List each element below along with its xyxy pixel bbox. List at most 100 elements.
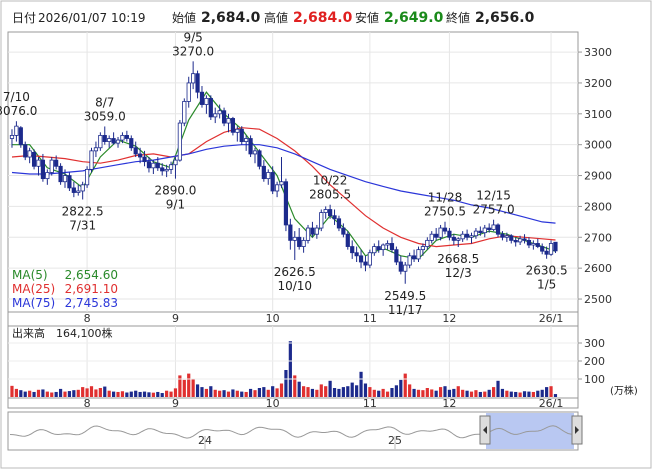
candle-body bbox=[398, 261, 403, 272]
candle bbox=[283, 178, 289, 232]
candle-body bbox=[18, 127, 23, 146]
candle bbox=[98, 132, 103, 151]
navigator-label: 25 bbox=[388, 434, 402, 447]
candle bbox=[155, 157, 160, 171]
candle-body bbox=[146, 161, 152, 169]
candle bbox=[244, 135, 249, 151]
volume-bar bbox=[138, 391, 142, 397]
candle-body bbox=[526, 239, 532, 246]
volume-bar bbox=[19, 390, 23, 397]
volume-bar bbox=[235, 390, 239, 397]
candle bbox=[67, 172, 72, 191]
candle bbox=[221, 107, 227, 127]
volume-bar bbox=[421, 390, 425, 397]
high-label: 高値 bbox=[264, 10, 288, 25]
candle-body bbox=[451, 236, 456, 241]
x-tick-label: 12 bbox=[442, 397, 456, 410]
volume-bar bbox=[368, 387, 372, 397]
x-tick-label: 11 bbox=[363, 397, 377, 410]
volume-bar bbox=[253, 390, 257, 397]
volume-bar bbox=[178, 375, 182, 397]
candle-body bbox=[213, 113, 218, 118]
volume-bar bbox=[324, 386, 328, 397]
volume-bar bbox=[350, 382, 354, 397]
x-tick-label: 26/1 bbox=[539, 312, 564, 325]
annotation-price: 2626.5 bbox=[274, 265, 316, 279]
candle bbox=[332, 209, 337, 225]
volume-bar bbox=[125, 392, 129, 397]
candle-body bbox=[500, 233, 505, 238]
candle bbox=[429, 231, 434, 244]
x-tick-label: 10 bbox=[266, 312, 280, 325]
annotation-price: 3059.0 bbox=[84, 109, 126, 123]
candle-body bbox=[354, 252, 359, 257]
candle-body bbox=[274, 184, 280, 192]
candle bbox=[336, 215, 342, 232]
candle bbox=[248, 135, 253, 158]
candle-body bbox=[487, 227, 492, 230]
candle bbox=[173, 157, 178, 179]
volume-bar bbox=[536, 390, 540, 397]
candle bbox=[252, 147, 258, 164]
candle bbox=[213, 107, 218, 124]
volume-bar bbox=[461, 389, 465, 397]
volume-bar bbox=[116, 391, 120, 397]
candle-body bbox=[133, 147, 138, 155]
candle-body bbox=[221, 110, 227, 124]
annotation-date: 11/28 bbox=[428, 191, 463, 205]
candle bbox=[102, 126, 107, 145]
volume-bar bbox=[195, 384, 200, 397]
candle-body bbox=[411, 255, 417, 260]
volume-bar bbox=[315, 389, 319, 397]
volume-bar bbox=[394, 385, 398, 397]
annotation-date: 9/1 bbox=[166, 198, 185, 212]
volume-bar bbox=[500, 388, 505, 397]
navigator-label: 24 bbox=[198, 434, 212, 447]
candle-body bbox=[89, 150, 94, 170]
candle-body bbox=[261, 165, 266, 180]
candle bbox=[31, 149, 37, 170]
candle-body bbox=[535, 243, 540, 247]
annotation-price: 2890.0 bbox=[154, 184, 196, 198]
candle bbox=[478, 226, 483, 236]
candle bbox=[487, 223, 492, 233]
volume-bar bbox=[94, 389, 98, 397]
y-tick-label: 2800 bbox=[584, 200, 612, 213]
y-tick-label: 300 bbox=[584, 337, 605, 350]
volume-title: 出来高 bbox=[12, 326, 45, 340]
volume-bar bbox=[23, 391, 27, 397]
low-value: 2,649.0 bbox=[384, 10, 444, 26]
candle bbox=[160, 163, 165, 176]
candle-body bbox=[49, 159, 54, 173]
candle-body bbox=[71, 187, 76, 193]
volume-bar bbox=[496, 380, 500, 397]
candle-body bbox=[155, 162, 160, 169]
candle-body bbox=[208, 97, 213, 118]
volume-bar bbox=[36, 389, 41, 397]
volume-bar bbox=[465, 390, 469, 397]
candle bbox=[376, 240, 381, 253]
volume-bar bbox=[112, 391, 116, 397]
candle-body bbox=[257, 150, 262, 167]
volume-bar bbox=[160, 393, 164, 397]
candle bbox=[425, 237, 430, 250]
volume-bar bbox=[63, 391, 67, 397]
volume-bar bbox=[359, 371, 363, 397]
candle bbox=[310, 221, 315, 238]
candle-body bbox=[381, 244, 386, 251]
candle bbox=[482, 224, 487, 238]
y-tick-label: 2600 bbox=[584, 262, 612, 275]
candle bbox=[363, 255, 368, 272]
candle-body bbox=[111, 138, 116, 144]
volume-bar bbox=[28, 390, 32, 397]
candle bbox=[548, 240, 554, 256]
annotation-price: 2805.5 bbox=[309, 188, 351, 202]
legend-name: MA(75) bbox=[12, 296, 55, 310]
open-label: 始値 bbox=[172, 10, 196, 25]
volume-bar bbox=[425, 388, 429, 397]
candle-body bbox=[182, 101, 187, 124]
volume-bar bbox=[531, 391, 535, 397]
volume-bar bbox=[67, 391, 72, 397]
volume-bar bbox=[50, 392, 54, 397]
candle bbox=[76, 184, 81, 196]
